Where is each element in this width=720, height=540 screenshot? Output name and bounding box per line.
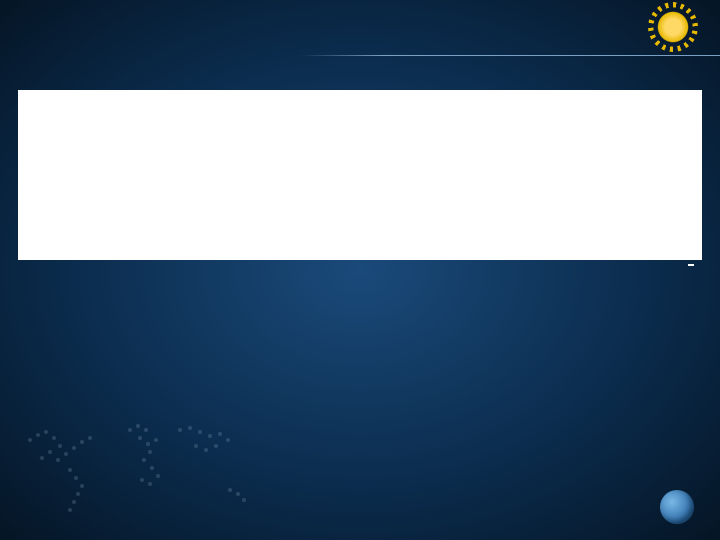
chart-credit — [688, 264, 694, 266]
fcc-band-chart — [18, 90, 702, 260]
header-divider — [300, 55, 720, 56]
dbm-row — [28, 106, 692, 118]
worldmap-decoration — [0, 380, 280, 540]
sun-icon — [654, 8, 692, 46]
oberon-logo — [654, 8, 700, 46]
bicsi-logo — [660, 490, 698, 524]
globe-icon — [660, 490, 694, 524]
